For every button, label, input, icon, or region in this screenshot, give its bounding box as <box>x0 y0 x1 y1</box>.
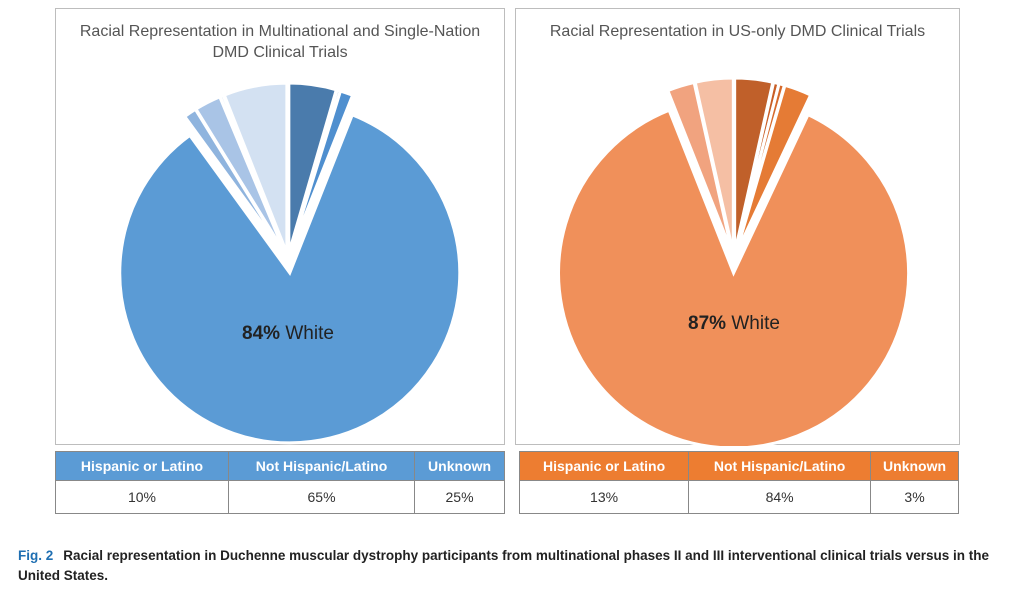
table-cell: 84% <box>688 480 872 514</box>
figure-number: Fig. 2 <box>18 548 54 563</box>
pie-chart-multinational: 84% White <box>118 81 462 445</box>
slice-label: 84% White <box>242 323 334 344</box>
pie-panel-multinational: Racial Representation in Multinational a… <box>55 8 505 445</box>
table-header: Hispanic or Latino <box>518 451 690 481</box>
table-header: Not Hispanic/Latino <box>227 451 416 481</box>
caption-text: Racial representation in Duchenne muscul… <box>18 548 989 583</box>
pie-slice-white <box>118 112 462 445</box>
figure-caption: Fig. 2 Racial representation in Duchenne … <box>18 546 1008 586</box>
pie-slice <box>222 81 289 254</box>
table-cell: 13% <box>518 480 690 514</box>
pie-slice-white <box>557 108 911 446</box>
pie-slice <box>734 83 813 255</box>
table-header: Unknown <box>870 451 959 481</box>
table-cell: 25% <box>414 480 505 514</box>
pie-panel-us: Racial Representation in US-only DMD Cli… <box>515 8 960 446</box>
table-cell: 3% <box>870 480 959 514</box>
chart-title: Racial Representation in US-only DMD Cli… <box>549 23 926 40</box>
pie-slice <box>693 76 735 254</box>
ethnicity-table-us: Hispanic or Latino Not Hispanic/Latino Unk… <box>518 451 959 514</box>
table-header: Not Hispanic/Latino <box>688 451 872 481</box>
table-header: Unknown <box>414 451 505 481</box>
chart-title: Racial Representation in Multinational a… <box>79 23 481 61</box>
ethnicity-table-multinational: Hispanic or Latino Not Hispanic/Latino Unk… <box>55 451 505 514</box>
pie-slice <box>288 89 355 254</box>
table-header: Hispanic or Latino <box>55 451 229 481</box>
pie-chart-us: 87% White <box>557 76 911 446</box>
table-cell: 10% <box>55 480 229 514</box>
table-cell: 65% <box>227 480 416 514</box>
slice-label: 87% White <box>688 313 780 334</box>
